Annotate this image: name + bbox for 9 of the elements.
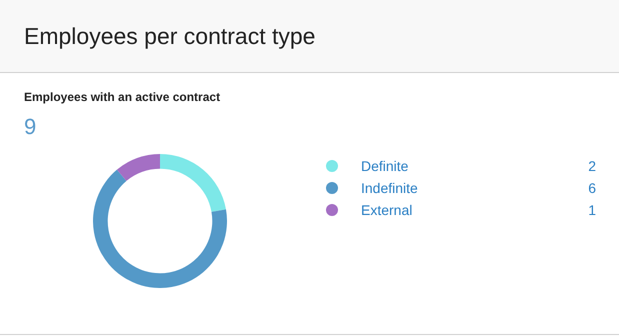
- legend-label: External: [361, 202, 414, 218]
- chart-subtitle: Employees with an active contract: [24, 90, 220, 104]
- text: 9: [24, 114, 36, 140]
- chart-title: Employees per contract type: [24, 22, 316, 50]
- data-label: 2: [588, 158, 596, 174]
- data-label: 6: [588, 180, 596, 196]
- legend-label: Definite: [361, 158, 410, 174]
- legend-label: Indefinite: [361, 180, 419, 196]
- data-label: 1: [588, 202, 596, 218]
